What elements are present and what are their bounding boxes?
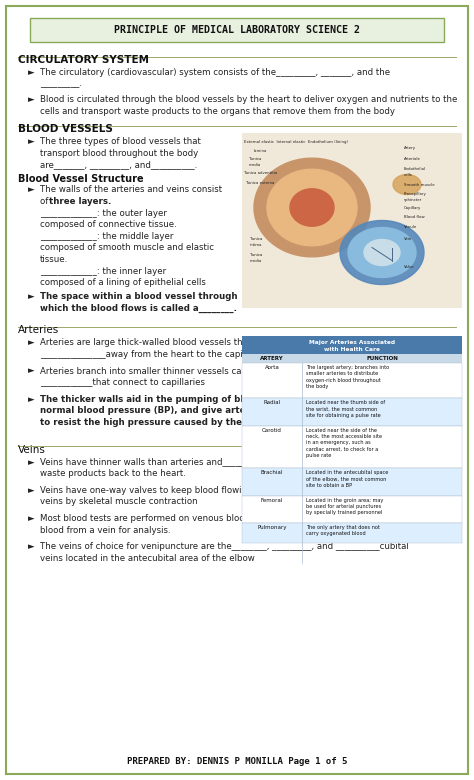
Text: Radial: Radial [264,400,281,406]
Text: FUNCTION: FUNCTION [366,356,398,360]
Text: The circulatory (cardiovascular) system consists of the_________, _______, and t: The circulatory (cardiovascular) system … [40,68,390,88]
Text: Tunica adventitia: Tunica adventitia [244,171,277,175]
Text: The space within a blood vessel through
which the blood flows is called a_______: The space within a blood vessel through … [40,292,237,313]
Text: three layers.: three layers. [49,197,111,206]
Text: composed of connective tissue.: composed of connective tissue. [40,220,177,229]
Text: ►: ► [28,339,35,347]
Text: composed of a lining of epithelial cells: composed of a lining of epithelial cells [40,278,206,287]
Text: media: media [250,258,262,263]
Text: External elastic  Internal elastic  Endothelium (lining): External elastic Internal elastic Endoth… [244,140,348,144]
Text: ►: ► [28,367,35,375]
Text: cells: cells [404,172,413,176]
Text: ►: ► [28,137,35,147]
Polygon shape [348,228,416,278]
Text: Arteries branch into smaller thinner vessels called
____________that connect to : Arteries branch into smaller thinner ves… [40,367,257,387]
Text: The walls of the arteries and veins consist: The walls of the arteries and veins cons… [40,186,222,194]
Bar [242,468,462,496]
Text: ►: ► [28,395,35,404]
Text: Arteries: Arteries [18,325,59,335]
Text: The largest artery; branches into
smaller arteries to distribute
oxygen-rich blo: The largest artery; branches into smalle… [306,365,389,389]
Text: Tunica: Tunica [250,237,263,242]
Text: Blood is circulated through the blood vessels by the heart to deliver oxygen and: Blood is circulated through the blood ve… [40,95,457,115]
Text: of: of [40,197,51,206]
Bar [242,399,462,426]
Bar [242,133,462,307]
Text: Located near the side of the
neck, the most accessible site
in an emergency, suc: Located near the side of the neck, the m… [306,427,382,458]
Text: ►: ► [28,514,35,523]
Text: lamina: lamina [254,148,267,153]
Text: The three types of blood vessels that
transport blood throughout the body
are___: The three types of blood vessels that tr… [40,137,201,169]
Bar [242,523,462,543]
Polygon shape [393,175,421,194]
Text: with Health Care: with Health Care [324,347,380,352]
Text: media: media [249,162,261,166]
Text: Veins have thinner walls than arteries and_______________, ______________, and o: Veins have thinner walls than arteries a… [40,458,402,478]
Text: intima: intima [250,243,263,247]
Bar [242,354,462,363]
Text: Venule: Venule [404,225,417,229]
Text: ►: ► [28,542,35,551]
Text: Vein: Vein [404,236,412,240]
Text: Pulmonary: Pulmonary [257,525,287,530]
Text: Arteries are large thick-walled blood vessels that propel
_______________away fr: Arteries are large thick-walled blood ve… [40,339,281,359]
Text: ►: ► [28,486,35,495]
Text: The veins of choice for venipuncture are the________, _________, and __________c: The veins of choice for venipuncture are… [40,542,409,563]
Text: Tunica: Tunica [250,253,263,257]
Text: ►: ► [28,95,35,105]
Text: CIRCULATORY SYSTEM: CIRCULATORY SYSTEM [18,55,149,65]
Text: Major Arteries Associated: Major Arteries Associated [309,340,395,345]
Bar [30,18,444,42]
Text: Located in the antecubital space
of the elbow, the most common
site to obtain a : Located in the antecubital space of the … [306,470,388,488]
Text: PREPARED BY: DENNIS P MONILLA Page 1 of 5: PREPARED BY: DENNIS P MONILLA Page 1 of … [127,757,347,766]
Text: Endothelial: Endothelial [404,166,426,171]
Text: ►: ► [28,186,35,194]
Polygon shape [340,221,424,285]
Text: Blood flow: Blood flow [404,215,425,218]
Text: PRINCIPLE OF MEDICAL LABORATORY SCIENCE 2: PRINCIPLE OF MEDICAL LABORATORY SCIENCE … [114,25,360,35]
Text: Located in the groin area; may
be used for arterial punctures
by specially train: Located in the groin area; may be used f… [306,498,383,515]
Polygon shape [364,239,400,265]
Text: ARTERY: ARTERY [260,356,284,360]
Text: Tunica: Tunica [249,157,261,161]
Text: Femoral: Femoral [261,498,283,503]
Text: Located near the thumb side of
the wrist, the most common
site for obtaining a p: Located near the thumb side of the wrist… [306,400,385,417]
Text: Capillary: Capillary [404,207,421,211]
Text: Valve: Valve [404,264,414,268]
Polygon shape [254,158,370,257]
Text: tissue.: tissue. [40,255,68,264]
Text: _____________: the inner layer: _____________: the inner layer [40,267,166,276]
Text: _____________: the outer layer: _____________: the outer layer [40,208,167,218]
Text: Artery: Artery [404,147,416,151]
Text: Brachial: Brachial [261,470,283,475]
Bar [242,496,462,523]
Text: composed of smooth muscle and elastic: composed of smooth muscle and elastic [40,243,214,253]
Text: Tunica externa: Tunica externa [246,180,274,185]
Bar [242,336,462,354]
Text: The only artery that does not
carry oxygenated blood: The only artery that does not carry oxyg… [306,525,380,537]
Text: Aorta: Aorta [264,365,280,370]
Text: Precapillary: Precapillary [404,193,427,197]
Text: ►: ► [28,458,35,466]
Text: The thicker walls aid in the pumping of blood, maintain
normal blood pressure (B: The thicker walls aid in the pumping of … [40,395,328,427]
Text: Veins: Veins [18,445,46,455]
Text: Veins have one-way valves to keep blood flowing in one direction as the blood fl: Veins have one-way valves to keep blood … [40,486,457,506]
Bar [242,363,462,399]
Bar [242,426,462,468]
Text: Smooth muscle: Smooth muscle [404,183,435,186]
Text: BLOOD VESSELS: BLOOD VESSELS [18,125,113,134]
Polygon shape [267,169,357,246]
Text: sphincter: sphincter [404,198,422,203]
Text: Blood Vessel Structure: Blood Vessel Structure [18,175,144,184]
Polygon shape [290,189,334,226]
Text: Carotid: Carotid [262,427,282,433]
Text: ►: ► [28,68,35,77]
Text: Arteriole: Arteriole [404,157,421,161]
Text: Most blood tests are performed on venous blood. ____________is the procedure for: Most blood tests are performed on venous… [40,514,437,534]
Text: ►: ► [28,292,35,301]
Text: _____________: the middle layer: _____________: the middle layer [40,232,173,241]
